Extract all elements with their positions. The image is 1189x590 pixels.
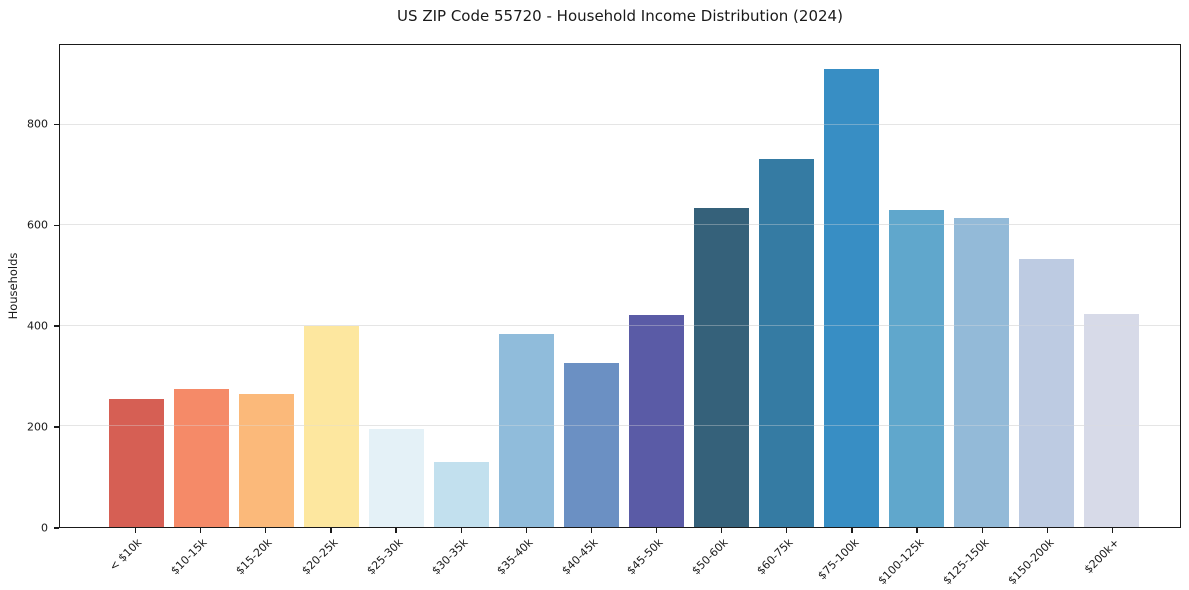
x-tick-mark — [525, 528, 527, 533]
bar-slot-11 — [754, 45, 819, 527]
x-tick-mark — [1046, 528, 1048, 533]
bar-slot-4 — [299, 45, 364, 527]
bar-slot-2 — [169, 45, 234, 527]
bar-$30-35k — [434, 461, 489, 527]
bar-slot-8 — [559, 45, 624, 527]
bar-slot-7 — [494, 45, 559, 527]
bar-$125-150k — [954, 218, 1009, 527]
bar-$10-15k — [174, 388, 229, 527]
x-tick-label: $45-50k — [624, 536, 666, 578]
y-axis-label: Households — [6, 252, 20, 320]
plot-area — [59, 44, 1181, 528]
x-tick-label: $50-60k — [689, 536, 731, 578]
x-tick-label: $10-15k — [168, 536, 210, 578]
x-tick-label: $20-25k — [298, 536, 341, 578]
bar-$25-30k — [369, 429, 424, 527]
y-tick-mark — [54, 527, 59, 529]
bar-$75-100k — [824, 68, 879, 527]
x-tick-mark — [916, 528, 918, 533]
x-tick-label: $60-75k — [754, 536, 797, 578]
x-tick-mark — [134, 528, 137, 533]
x-tick-label: $75-100k — [814, 536, 862, 583]
x-tick-label: $25-30k — [363, 536, 406, 578]
bar-slot-1 — [104, 45, 169, 527]
x-tick-mark — [460, 528, 462, 533]
bar-$40-45k — [564, 363, 619, 527]
y-tick-label: 0 — [41, 521, 48, 535]
x-tick-label: $30-35k — [429, 536, 471, 578]
x-tick-mark — [655, 528, 658, 533]
chart-title: US ZIP Code 55720 - Household Income Dis… — [397, 7, 843, 25]
x-tick-mark — [265, 528, 267, 533]
x-tick-mark — [721, 528, 723, 533]
x-tick-label: $15-20k — [233, 536, 276, 578]
bar-$35-40k — [499, 333, 554, 527]
bar-slot-12 — [819, 45, 884, 527]
bar-slot-3 — [234, 45, 299, 527]
bar-slot-16 — [1079, 45, 1144, 527]
x-tick-label: < $10k — [107, 536, 145, 574]
bar-$60-75k — [759, 159, 814, 527]
x-tick-label: $35-40k — [494, 536, 536, 578]
y-tick-mark — [54, 426, 59, 428]
x-tick-mark — [851, 528, 853, 533]
x-tick-mark — [395, 528, 397, 533]
bar-$15-20k — [239, 393, 294, 527]
bars-row — [60, 45, 1180, 527]
bar-$50-60k — [694, 207, 749, 527]
bar-slot-14 — [949, 45, 1014, 527]
y-tick-label: 200 — [27, 420, 48, 434]
bar-$150-200k — [1019, 259, 1074, 527]
y-tick-label: 600 — [27, 218, 48, 232]
x-tick-label: $40-45k — [559, 536, 601, 578]
x-tick-mark — [981, 528, 983, 533]
y-tick-mark — [54, 325, 59, 327]
bar-$200k+ — [1084, 313, 1139, 527]
x-tick-label: $200k+ — [1081, 536, 1122, 577]
bar-slot-15 — [1014, 45, 1079, 527]
bar-slot-9 — [624, 45, 689, 527]
x-tick-label: $125-150k — [940, 536, 992, 588]
y-tick-mark — [54, 123, 59, 125]
bar-< $10k — [109, 398, 164, 527]
x-tick-mark — [786, 528, 788, 533]
y-tick-label: 800 — [27, 117, 48, 131]
x-tick-mark — [200, 528, 202, 533]
bar-slot-13 — [884, 45, 949, 527]
bar-slot-5 — [364, 45, 429, 527]
bar-slot-6 — [429, 45, 494, 527]
x-tick-mark — [590, 528, 593, 533]
bar-$100-125k — [889, 210, 944, 527]
bar-$45-50k — [629, 315, 684, 527]
x-tick-mark — [330, 528, 332, 533]
bar-$20-25k — [304, 325, 359, 527]
x-tick-mark — [1111, 528, 1114, 533]
x-tick-label: $100-125k — [875, 536, 927, 588]
y-tick-mark — [54, 224, 59, 226]
y-tick-label: 400 — [27, 319, 48, 333]
bar-slot-10 — [689, 45, 754, 527]
x-tick-label: $150-200k — [1005, 536, 1057, 588]
